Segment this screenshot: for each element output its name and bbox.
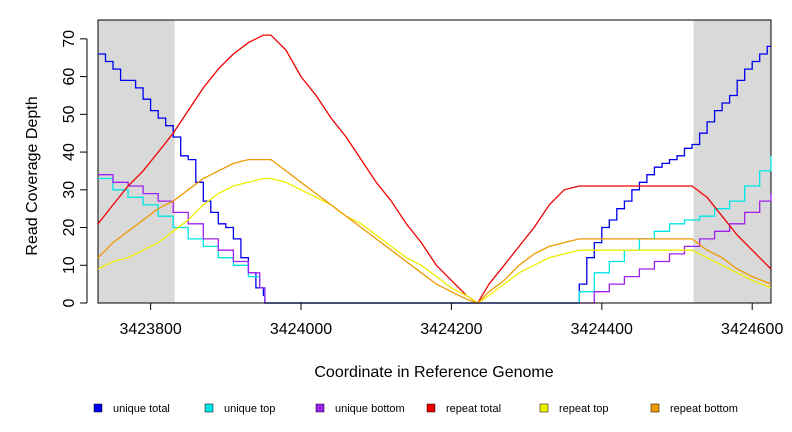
legend-item-unique-total: unique total <box>93 403 170 415</box>
legend-label: repeat total <box>446 403 501 415</box>
legend-swatch <box>426 403 436 413</box>
legend-swatch <box>539 403 549 413</box>
y-tick-label: 40 <box>61 143 78 161</box>
legend-item-repeat-bottom: repeat bottom <box>650 403 738 415</box>
y-tick-label: 10 <box>61 256 78 274</box>
series-repeat-top <box>97 177 772 304</box>
legend-swatch <box>650 403 660 413</box>
y-tick-label: 70 <box>61 30 78 48</box>
series-unique-total <box>98 45 771 304</box>
y-tick-label: 50 <box>61 105 78 123</box>
shaded-region-1 <box>693 20 771 303</box>
legend-swatch <box>93 403 103 413</box>
legend-item-repeat-total: repeat total <box>426 403 501 415</box>
legend-label: repeat top <box>559 403 609 415</box>
y-tick-label: 0 <box>61 298 78 307</box>
x-axis: 3423800 3424000 3424200 3424400 3424600 <box>119 302 783 338</box>
x-tick-label: 3424200 <box>420 321 482 338</box>
legend-item-repeat-top: repeat top <box>539 403 609 415</box>
y-tick-label: 60 <box>61 68 78 86</box>
x-tick-label: 3424000 <box>270 321 332 338</box>
y-axis-label: Read Coverage Depth <box>24 96 41 255</box>
series-unique-top <box>98 155 772 304</box>
y-axis: 0 10 20 30 40 50 60 70 <box>61 30 88 307</box>
x-axis-label: Coordinate in Reference Genome <box>314 364 553 381</box>
shaded-regions <box>98 20 771 303</box>
series-lines <box>97 34 772 304</box>
legend-label: unique top <box>224 403 275 415</box>
x-tick-label: 3424600 <box>721 321 783 338</box>
y-tick-label: 20 <box>61 219 78 237</box>
y-tick-label: 30 <box>61 181 78 199</box>
x-tick-label: 3424400 <box>571 321 633 338</box>
x-tick-label: 3423800 <box>119 321 181 338</box>
legend-swatch <box>315 403 325 413</box>
legend-label: repeat bottom <box>670 403 738 415</box>
series-repeat-total <box>97 34 772 304</box>
shaded-region-0 <box>98 20 175 303</box>
legend: unique total unique top unique bottom repea… <box>93 403 738 415</box>
legend-item-unique-bottom: unique bottom <box>315 403 405 415</box>
series-repeat-bottom <box>97 158 772 304</box>
legend-label: unique bottom <box>335 403 405 415</box>
legend-swatch <box>204 403 214 413</box>
legend-item-unique-top: unique top <box>204 403 275 415</box>
legend-label: unique total <box>113 403 170 415</box>
